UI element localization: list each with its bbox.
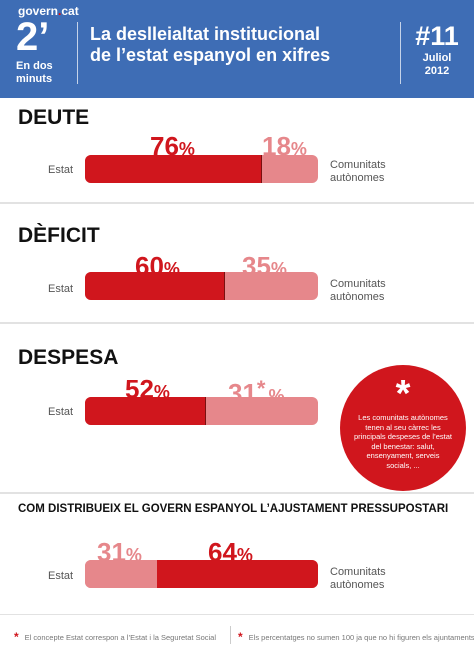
deficit-estat-bar (85, 272, 225, 300)
section-title-ajustament: COM DISTRIBUEIX EL GOVERN ESPANYOL L’AJU… (18, 503, 449, 515)
deute-estat-bar (85, 155, 263, 183)
deficit-estat-label: Estat (48, 283, 74, 295)
deute-bar-divider (261, 155, 263, 183)
asterisk-icon: * (395, 373, 411, 415)
brand-dot: . (58, 4, 62, 18)
despesa-estat-bar (85, 397, 207, 425)
deficit-bar-divider (223, 272, 225, 300)
ajustament-ccaa-label: Comunitats autònomes (330, 566, 386, 591)
title-line1: La deslleialtat institucional (90, 24, 321, 44)
badge-line2: minuts (16, 73, 53, 85)
brand-tld: cat (61, 4, 79, 18)
section-title-despesa: DESPESA (18, 346, 119, 369)
footnote-estat: * El concepte Estat correspon a l’Estat i… (14, 630, 216, 644)
deute-ccaa-label: Comunitats autònomes (330, 159, 386, 184)
deute-estat-label: Estat (48, 164, 74, 176)
header-banner: govern.cat 2’ En dos minuts La deslleialt… (0, 0, 474, 98)
deficit-bar (85, 272, 318, 300)
header-divider-right (400, 22, 401, 84)
brand-name: govern (18, 4, 59, 18)
section-separator (0, 322, 474, 324)
welfare-note-circle: * Les comunitats autònomes tenen al seu … (340, 365, 466, 491)
issue-number: #11 (415, 21, 459, 51)
section-title-deficit: DÈFICIT (18, 224, 100, 247)
footnote-text-2: Els percentatges no sumen 100 ja que no … (248, 633, 474, 642)
section-separator (0, 202, 474, 204)
despesa-bar (85, 397, 318, 425)
ajustament-estat-label: Estat (48, 570, 74, 582)
issue-year: 2012 (424, 65, 450, 77)
header-divider-left (77, 22, 78, 84)
title-line2: de l’estat espanyol en xifres (90, 45, 331, 65)
footnote-text-1: El concepte Estat correspon a l’Estat i … (24, 633, 217, 642)
section-separator (0, 492, 474, 494)
ajustament-estat-bar (157, 560, 318, 588)
despesa-estat-label: Estat (48, 406, 74, 418)
badge-line1: En dos (16, 60, 53, 72)
section-title-deute: DEUTE (18, 106, 90, 129)
welfare-note-text: Les comunitats autònomes tenen al seu cà… (354, 413, 452, 470)
badge-big: 2’ (16, 15, 50, 59)
despesa-bar-divider (205, 397, 207, 425)
star-icon: * (238, 630, 243, 644)
badge-subtitle: En dos minuts (16, 60, 76, 86)
deficit-ccaa-label: Comunitats autònomes (330, 278, 386, 303)
brand-logo[interactable]: govern.cat (18, 4, 79, 18)
issue-badge: #11 Juliol 2012 (405, 20, 469, 78)
footer-divider (230, 626, 231, 644)
footnote-percentages: * Els percentatges no sumen 100 ja que no… (238, 630, 474, 644)
star-icon: * (14, 630, 19, 644)
page-title: La deslleialtat institucional de l’estat … (90, 24, 390, 66)
ajustament-bar (85, 560, 318, 588)
issue-month: Juliol (422, 52, 452, 64)
deute-bar (85, 155, 318, 183)
footer-separator (0, 614, 474, 615)
ajustament-ccaa-bar (85, 560, 158, 588)
